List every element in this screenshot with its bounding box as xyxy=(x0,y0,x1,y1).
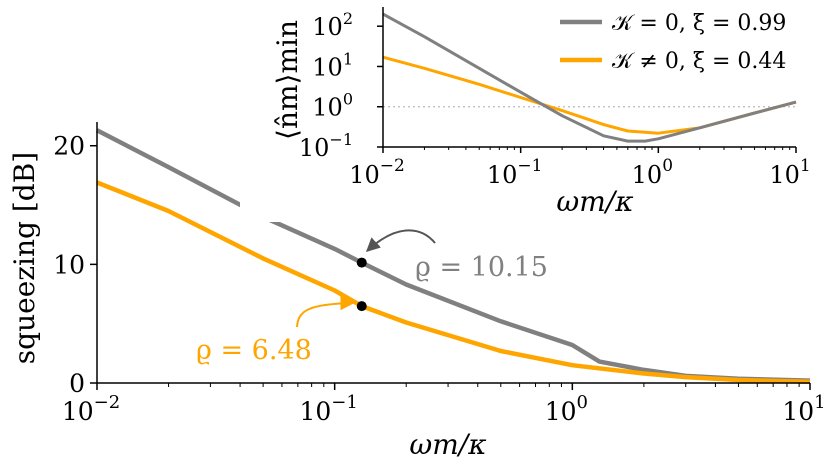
legend-label-1: 𝒦 ≠ 0, ξ = 0.44 xyxy=(612,49,786,74)
main-x-tick-label: 10−1 xyxy=(299,392,357,426)
inset-xlabel: ωm/κ xyxy=(556,185,633,218)
inset-series-line-0 xyxy=(382,12,797,143)
main-y-tick-label: 20 xyxy=(53,132,85,161)
orange-annotation-arrow xyxy=(296,296,355,328)
main-y-tick-label: 0 xyxy=(69,369,85,398)
inset-x-tick-label: 10−2 xyxy=(349,156,405,189)
main-x-tick-label: 100 xyxy=(545,392,588,426)
main-marker-0 xyxy=(356,257,367,268)
inset-legend: 𝒦 = 0, ξ = 0.99 𝒦 ≠ 0, ξ = 0.44 xyxy=(560,11,786,74)
inset-series-layer xyxy=(382,12,797,143)
gray-annotation-arrow xyxy=(365,229,436,252)
main-xlabel: ωm/κ xyxy=(409,428,486,461)
legend-label-0: 𝒦 = 0, ξ = 0.99 xyxy=(612,11,786,36)
main-x-tick-label: 101 xyxy=(782,392,825,426)
main-annotations: ϱ = 10.15 ϱ = 6.48 xyxy=(196,229,548,366)
main-marker-1 xyxy=(356,301,367,312)
gray-annotation-label: ϱ = 10.15 xyxy=(415,252,548,283)
inset-ylabel: ⟨n̂m⟩min xyxy=(271,20,304,140)
orange-annotation-label: ϱ = 6.48 xyxy=(196,335,312,366)
main-y-tick-label: 10 xyxy=(53,250,85,279)
inset-background xyxy=(240,0,830,222)
main-series-line-1 xyxy=(96,180,811,385)
inset-y-tick-label: 10−1 xyxy=(299,130,353,162)
main-x-tick-label: 10−2 xyxy=(62,392,120,426)
main-ylabel: squeezing [dB] xyxy=(8,152,41,364)
